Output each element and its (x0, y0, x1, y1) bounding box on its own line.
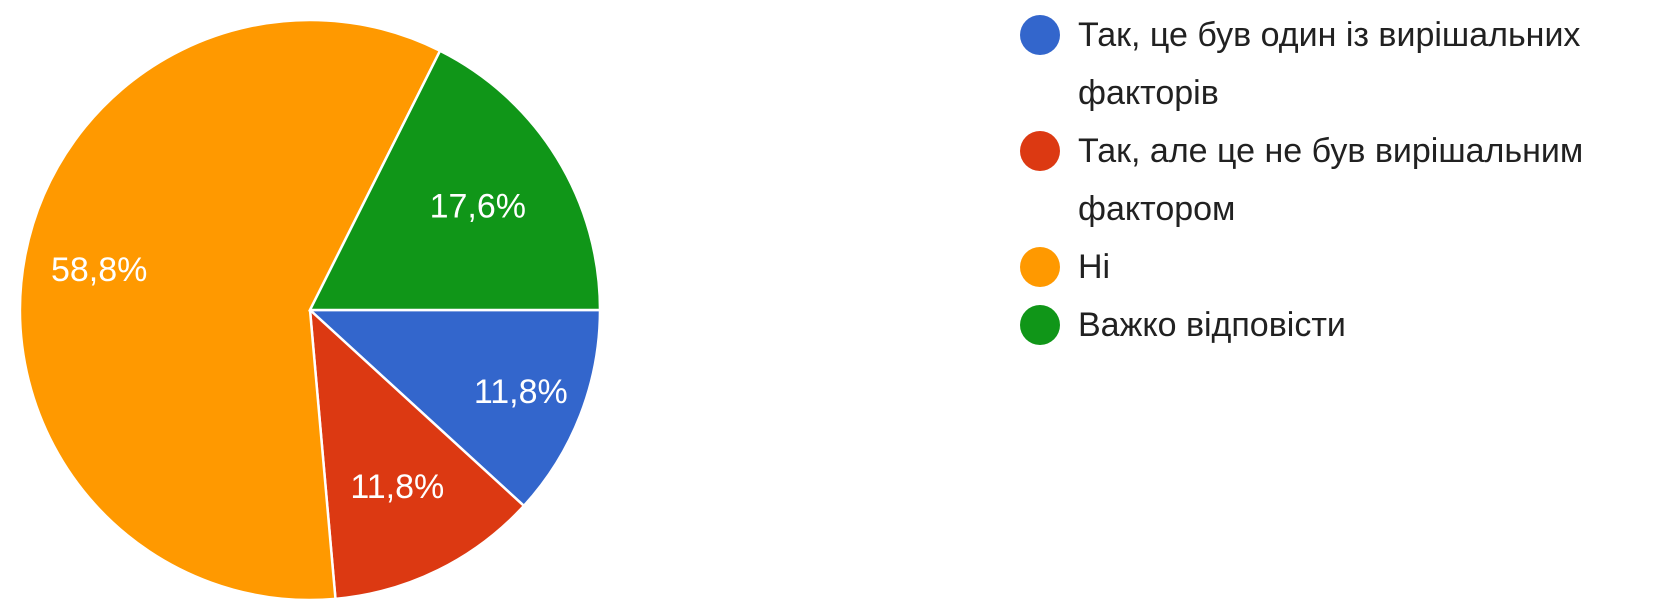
legend-item[interactable]: Важко відповісти (1020, 296, 1658, 354)
pie-slice[interactable] (18, 18, 442, 602)
legend-item[interactable]: Так, але це не був вирішальним фактором (1020, 122, 1658, 238)
legend-item[interactable]: Так, це був один із вирішальних факторів (1020, 6, 1658, 122)
legend-label: Ні (1078, 248, 1111, 286)
pie-slice[interactable] (306, 308, 602, 508)
slice-percent-label: 17,6% (430, 187, 526, 225)
legend-swatch-icon (1020, 131, 1060, 171)
legend-swatch-icon (1020, 247, 1060, 287)
legend-label: Так, це був один із вирішальних факторів (1078, 16, 1581, 112)
legend-swatch-icon (1020, 15, 1060, 55)
pie-slices (18, 18, 602, 602)
legend-label: Важко відповісти (1078, 306, 1346, 344)
pie-slice[interactable] (308, 306, 526, 601)
legend-item[interactable]: Ні (1020, 238, 1658, 296)
pie-slice[interactable] (307, 49, 602, 312)
slice-percent-label: 58,8% (51, 251, 147, 289)
pie-slice-labels: 11,8% 11,8% 58,8% 17,6% (51, 187, 568, 505)
legend-swatch-icon (1020, 305, 1060, 345)
slice-percent-label: 11,8% (350, 468, 444, 506)
slice-percent-label: 11,8% (474, 373, 568, 411)
legend-label: Так, але це не був вирішальним фактором (1078, 132, 1584, 228)
